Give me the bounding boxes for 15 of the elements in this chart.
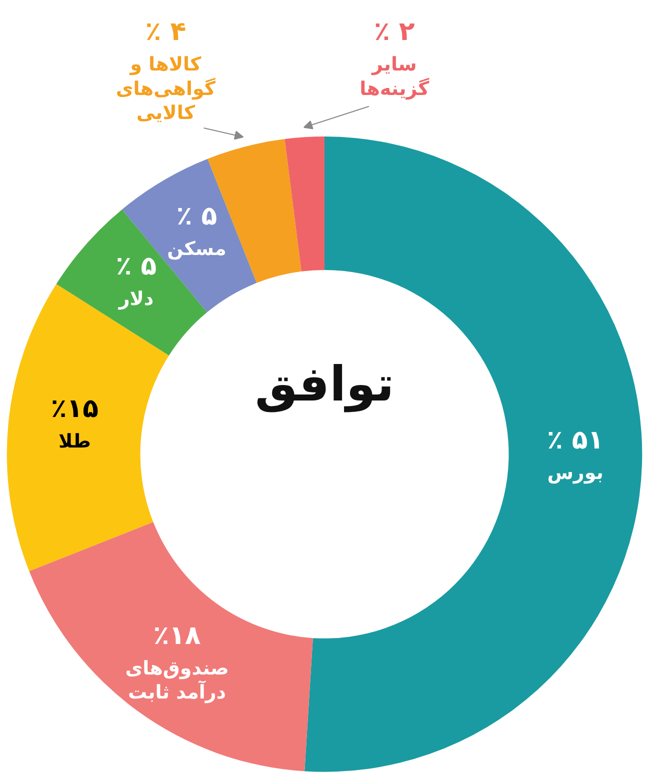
slice-label: صندوق‌های درآمد ثابت (125, 657, 229, 704)
slice-label: مسکن (167, 238, 226, 260)
slice-label: دلار (118, 288, 154, 310)
slice-label: بورس (547, 462, 604, 484)
data-label: ٪ ۵ (116, 252, 157, 282)
slice-label: کالاها و گواهی‌های کالایی (116, 54, 216, 124)
data-label: ٪۱۸ (153, 621, 201, 652)
text: توافق (254, 356, 394, 412)
slice-label: طلا (58, 430, 91, 453)
data-label: ٪ ۵۱ (546, 426, 604, 456)
data-label: ٪ ۲ (374, 17, 415, 48)
data-label: ٪ ۴ (145, 17, 186, 48)
data-label: ٪ ۵ (176, 202, 218, 232)
data-label: ٪۱۵ (50, 394, 99, 424)
slice-label: سایر گزینه‌ها (360, 54, 430, 100)
